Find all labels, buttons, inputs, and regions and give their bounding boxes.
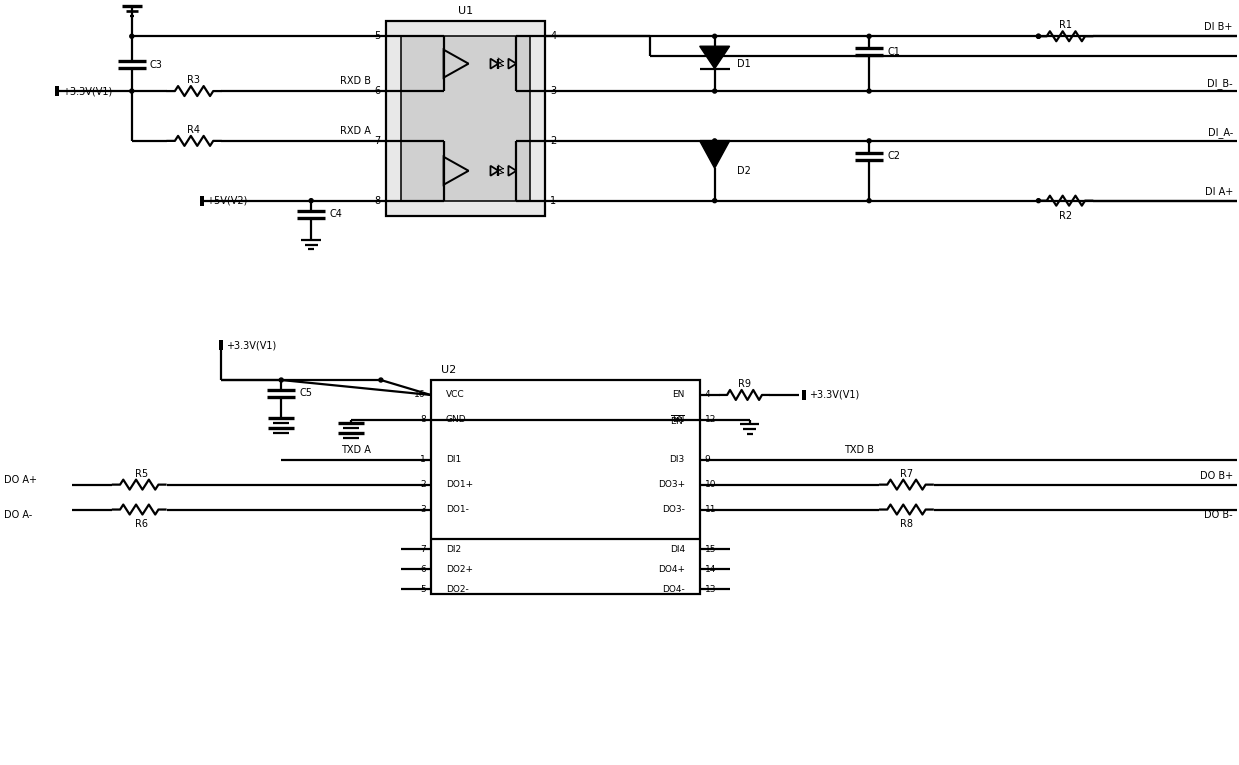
- Circle shape: [130, 89, 134, 93]
- Text: 6: 6: [374, 86, 380, 96]
- Circle shape: [1037, 34, 1041, 38]
- Circle shape: [867, 139, 871, 143]
- Text: R9: R9: [738, 379, 751, 389]
- Text: 2: 2: [420, 480, 426, 489]
- Circle shape: [379, 378, 383, 382]
- Text: DO4-: DO4-: [662, 584, 685, 594]
- Text: 3: 3: [550, 86, 556, 96]
- Text: D1: D1: [736, 59, 751, 69]
- Bar: [431, 380, 700, 594]
- Text: 4: 4: [705, 390, 710, 399]
- Text: U2: U2: [441, 365, 456, 375]
- Text: C5: C5: [299, 389, 312, 399]
- Circle shape: [279, 378, 284, 382]
- Text: 8: 8: [420, 415, 426, 425]
- Text: 15: 15: [705, 545, 716, 554]
- Text: DO A-: DO A-: [4, 509, 32, 519]
- Text: R6: R6: [135, 519, 149, 529]
- Circle shape: [130, 34, 134, 38]
- Text: 5: 5: [374, 31, 380, 41]
- Text: VCC: VCC: [446, 390, 465, 399]
- Text: 12: 12: [705, 415, 716, 425]
- Circle shape: [712, 199, 716, 203]
- Text: DO3+: DO3+: [658, 480, 685, 489]
- Bar: [385, 21, 545, 216]
- Text: 9: 9: [705, 455, 710, 464]
- Text: 7: 7: [420, 545, 426, 554]
- Text: DO2+: DO2+: [446, 565, 472, 574]
- Text: C1: C1: [887, 47, 900, 57]
- Text: +3.3V(V1): +3.3V(V1): [62, 86, 113, 96]
- Text: R7: R7: [900, 469, 913, 479]
- Text: DI2: DI2: [446, 545, 461, 554]
- Text: C4: C4: [330, 209, 342, 219]
- Polygon shape: [700, 141, 730, 168]
- Text: EN: EN: [673, 415, 685, 425]
- Text: DO A+: DO A+: [4, 474, 37, 485]
- Text: RXD A: RXD A: [339, 126, 370, 136]
- Text: DO4+: DO4+: [658, 565, 685, 574]
- Text: TXD B: TXD B: [844, 444, 875, 454]
- Circle shape: [712, 139, 716, 143]
- Text: 8: 8: [374, 196, 380, 206]
- Text: +3.3V(V1): +3.3V(V1): [227, 340, 276, 350]
- Text: DO B-: DO B-: [1204, 509, 1233, 519]
- Text: 4: 4: [550, 31, 556, 41]
- Text: 7: 7: [374, 136, 380, 146]
- Bar: [400, 36, 530, 200]
- Circle shape: [712, 34, 716, 38]
- Text: +5V(V2): +5V(V2): [207, 196, 248, 206]
- Text: DO3-: DO3-: [662, 505, 685, 514]
- Text: 14: 14: [705, 565, 716, 574]
- Text: 1: 1: [420, 455, 426, 464]
- Text: 10: 10: [705, 480, 716, 489]
- Text: 5: 5: [420, 584, 426, 594]
- Text: DO2-: DO2-: [446, 584, 468, 594]
- Circle shape: [867, 34, 871, 38]
- Text: GND: GND: [446, 415, 466, 425]
- Text: 6: 6: [420, 565, 426, 574]
- Text: R5: R5: [135, 469, 149, 479]
- Text: R2: R2: [1059, 210, 1073, 220]
- Text: 13: 13: [705, 584, 716, 594]
- Text: +3.3V(V1): +3.3V(V1): [809, 390, 860, 400]
- Text: DI1: DI1: [446, 455, 461, 464]
- Text: DI3: DI3: [669, 455, 685, 464]
- Text: 3: 3: [420, 505, 426, 514]
- Text: DI4: DI4: [669, 545, 685, 554]
- Text: TXD A: TXD A: [341, 444, 370, 454]
- Text: DI B+: DI B+: [1204, 22, 1233, 32]
- Text: DI_B-: DI_B-: [1207, 77, 1233, 89]
- Text: DI_A-: DI_A-: [1208, 128, 1233, 138]
- Text: DO1+: DO1+: [446, 480, 473, 489]
- Text: 11: 11: [705, 505, 716, 514]
- Text: DI A+: DI A+: [1204, 187, 1233, 197]
- Text: R3: R3: [187, 75, 199, 85]
- Text: C2: C2: [887, 151, 900, 161]
- Text: U1: U1: [458, 6, 473, 16]
- Text: 16: 16: [414, 390, 426, 399]
- Text: DO1-: DO1-: [446, 505, 468, 514]
- Text: D2: D2: [736, 166, 751, 176]
- Circle shape: [712, 89, 716, 93]
- Circle shape: [867, 199, 871, 203]
- Text: EN: EN: [673, 390, 685, 399]
- Circle shape: [310, 199, 313, 203]
- Polygon shape: [700, 46, 730, 69]
- Text: DO B+: DO B+: [1199, 470, 1233, 480]
- Text: C3: C3: [150, 60, 162, 70]
- Text: R4: R4: [187, 125, 199, 135]
- Text: 1: 1: [550, 196, 556, 206]
- Text: RXD B: RXD B: [339, 76, 370, 86]
- Text: $\overline{\mathrm{EN}}$: $\overline{\mathrm{EN}}$: [670, 413, 685, 427]
- Text: R1: R1: [1059, 21, 1073, 31]
- Text: 2: 2: [550, 136, 556, 146]
- Circle shape: [1037, 199, 1041, 203]
- Circle shape: [1037, 34, 1041, 38]
- Circle shape: [867, 89, 871, 93]
- Text: R8: R8: [900, 519, 913, 529]
